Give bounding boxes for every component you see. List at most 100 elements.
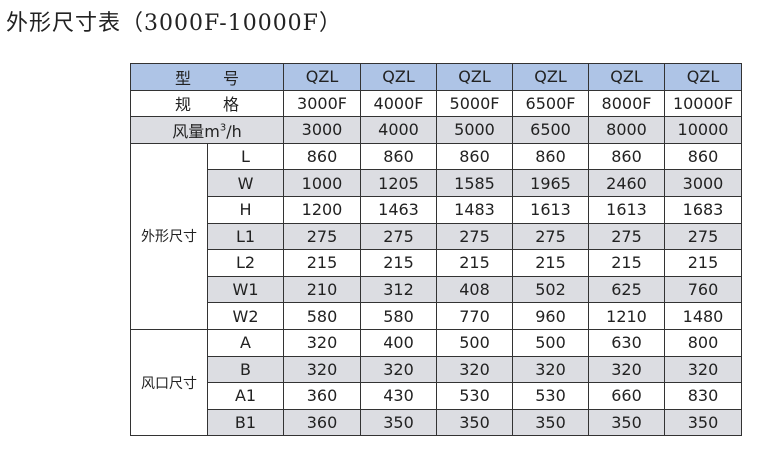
table-row: W2 580 580 770 960 1210 1480 — [131, 302, 742, 330]
dimension-value: 1480 — [664, 302, 742, 330]
airflow-cell: 8000 — [588, 116, 665, 144]
spec-cell: 5000F — [436, 89, 513, 118]
dimension-value: 215 — [588, 249, 665, 277]
dimension-value: 1200 — [283, 195, 361, 224]
dimension-value: 960 — [512, 302, 589, 330]
page-title: 外形尺寸表（3000F-10000F） — [6, 11, 342, 36]
dimension-value: 215 — [664, 249, 742, 277]
dimension-value: 830 — [664, 382, 742, 410]
dimension-value: 800 — [664, 328, 742, 357]
group-label: 外形尺寸 — [130, 142, 208, 330]
dimension-value: 660 — [588, 382, 665, 410]
dimension-value: 860 — [512, 142, 589, 171]
dimension-value: 502 — [512, 275, 589, 304]
model-cell: QZL — [360, 63, 437, 91]
airflow-row: 风量m3/h 3000 4000 5000 6500 8000 10000 — [130, 116, 742, 144]
table-row: B1 360 350 350 350 350 350 — [131, 408, 742, 437]
model-cell: QZL — [588, 63, 665, 91]
dimension-value: 350 — [588, 408, 665, 437]
dimension-value: 1000 — [283, 169, 361, 197]
dimension-value: 320 — [664, 355, 742, 384]
dimension-value: 770 — [436, 302, 513, 330]
airflow-label-text: 风量m — [172, 121, 220, 141]
dimension-value: 210 — [283, 275, 361, 304]
dimension-value: 215 — [512, 249, 589, 277]
model-cell: QZL — [436, 63, 513, 91]
table-row: H 1200 1463 1483 1613 1613 1683 — [131, 195, 742, 224]
dimension-value: 1613 — [512, 195, 589, 224]
table-row: 外形尺寸 L 860 860 860 860 860 860 — [130, 142, 742, 330]
table-row: A1 360 430 530 530 660 830 — [131, 382, 742, 410]
dimension-value: 860 — [588, 142, 665, 171]
spec-cell: 4000F — [360, 89, 437, 118]
airflow-cell: 5000 — [436, 116, 513, 144]
dimension-name: L — [207, 142, 284, 171]
table-row: 风口尺寸 A 320 400 500 500 630 800 — [130, 328, 742, 437]
spec-cell: 6500F — [512, 89, 589, 118]
dimension-value: 500 — [512, 328, 589, 357]
dimension-value: 275 — [360, 222, 437, 251]
dimension-value: 580 — [360, 302, 437, 330]
table-row: L1 275 275 275 275 275 275 — [131, 222, 742, 251]
dimension-value: 215 — [283, 249, 361, 277]
dimension-value: 320 — [360, 355, 437, 384]
dimension-value: 275 — [588, 222, 665, 251]
dimension-value: 580 — [283, 302, 361, 330]
dimension-value: 215 — [360, 249, 437, 277]
dimension-value: 530 — [436, 382, 513, 410]
airflow-cell: 6500 — [512, 116, 589, 144]
dimension-name: W2 — [207, 302, 284, 330]
airflow-unit-exponent: 3 — [219, 122, 227, 134]
dimension-name: H — [207, 195, 284, 224]
dimension-value: 430 — [360, 382, 437, 410]
dimension-value: 360 — [283, 382, 361, 410]
dimension-value: 1483 — [436, 195, 513, 224]
dimension-value: 360 — [283, 408, 361, 437]
airflow-cell: 4000 — [360, 116, 437, 144]
dimension-value: 860 — [436, 142, 513, 171]
dimension-value: 275 — [664, 222, 742, 251]
dimension-value: 1463 — [360, 195, 437, 224]
airflow-label: 风量m3/h — [130, 116, 284, 144]
dimension-value: 320 — [283, 328, 361, 357]
dimension-name: L1 — [207, 222, 284, 251]
dimension-value: 320 — [512, 355, 589, 384]
airflow-cell: 3000 — [283, 116, 361, 144]
dimension-value: 630 — [588, 328, 665, 357]
dimension-name: B — [207, 355, 284, 384]
spec-cell: 10000F — [664, 89, 742, 118]
dimension-value: 860 — [664, 142, 742, 171]
dimension-value: 320 — [588, 355, 665, 384]
dimension-value: 350 — [436, 408, 513, 437]
dimension-value: 275 — [283, 222, 361, 251]
model-cell: QZL — [283, 63, 361, 91]
dimension-name: A — [207, 328, 284, 357]
dimension-value: 320 — [283, 355, 361, 384]
dimension-value: 408 — [436, 275, 513, 304]
dimension-value: 320 — [436, 355, 513, 384]
dimension-name: W1 — [207, 275, 284, 304]
spec-label: 规 格 — [130, 89, 284, 118]
dimension-table: 型 号 QZL QZL QZL QZL QZL QZL 规 格 3000F 4000F 5000F 6… — [130, 63, 742, 437]
dimension-value: 275 — [512, 222, 589, 251]
dimension-name: L2 — [207, 249, 284, 277]
airflow-cell: 10000 — [664, 116, 742, 144]
table-row: W1 210 312 408 502 625 760 — [131, 275, 742, 304]
dimension-value: 312 — [360, 275, 437, 304]
model-label: 型 号 — [130, 63, 284, 91]
dimension-value: 860 — [360, 142, 437, 171]
table-row: L2 215 215 215 215 215 215 — [131, 249, 742, 277]
dimension-name: B1 — [207, 408, 284, 437]
dimension-name: W — [207, 169, 284, 197]
dimension-value: 275 — [436, 222, 513, 251]
dimension-value: 215 — [436, 249, 513, 277]
airflow-unit: /h — [226, 121, 242, 141]
dimension-value: 1613 — [588, 195, 665, 224]
model-cell: QZL — [512, 63, 589, 91]
dimension-value: 530 — [512, 382, 589, 410]
dimension-value: 350 — [360, 408, 437, 437]
dimension-value: 1205 — [360, 169, 437, 197]
dimension-value: 860 — [283, 142, 361, 171]
dimension-value: 625 — [588, 275, 665, 304]
dimension-value: 500 — [436, 328, 513, 357]
